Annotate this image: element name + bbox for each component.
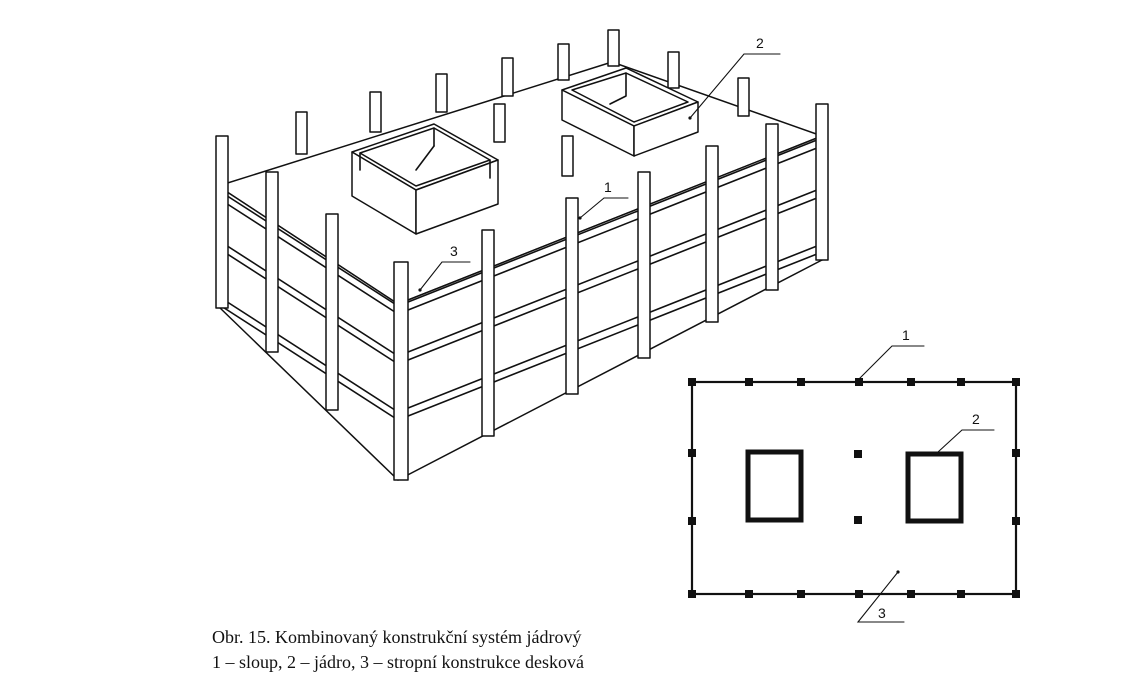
plan-column [1012, 378, 1020, 386]
callout-plan-core: 2 [937, 411, 995, 453]
leader-dot [688, 116, 692, 120]
core-side-right [415, 159, 499, 235]
leader-line [689, 53, 781, 119]
slab-edge-right-1b [397, 145, 823, 315]
callout-number: 1 [902, 327, 910, 343]
leader-dot [578, 216, 582, 220]
leader-line [579, 197, 629, 219]
slab-edge-left-3 [217, 295, 399, 413]
leader-line [937, 429, 995, 453]
core-inner-rim [571, 72, 689, 123]
plan-column [907, 590, 915, 598]
callout-number: 2 [972, 411, 980, 427]
core-side-right [633, 101, 699, 157]
leader-dot [896, 570, 900, 574]
plan-core-left [745, 449, 804, 523]
plan-column [1012, 590, 1020, 598]
plan-column [688, 449, 696, 457]
callout-number: 2 [756, 35, 764, 51]
column [215, 135, 229, 309]
plan-column [855, 590, 863, 598]
slab-edge-right-3 [397, 243, 823, 413]
column-stub [295, 111, 308, 155]
column-stub [557, 43, 570, 81]
roof-column-stubs [295, 29, 750, 177]
slab-edge-right-2b [397, 195, 823, 365]
column-stub [493, 103, 506, 143]
plan-outline [690, 380, 1018, 596]
column [637, 171, 651, 359]
slab-edge-left-3b [217, 303, 399, 421]
column [325, 213, 339, 411]
plan-columns-sides [688, 378, 1020, 598]
core-inner-edges [609, 72, 627, 105]
callout-iso-core: 2 [688, 35, 781, 120]
plan-column [745, 590, 753, 598]
callout-iso-slab: 3 [418, 243, 471, 292]
slab-edge-left-2b [217, 247, 399, 365]
slab-edge-right-3b [397, 251, 823, 421]
plan-column [957, 378, 965, 386]
plan-column [745, 378, 753, 386]
columns-left-face [215, 135, 339, 411]
plan-column [855, 378, 863, 386]
core-right [561, 67, 699, 157]
plan-column [688, 590, 696, 598]
plan-core-right [905, 451, 964, 524]
core-left [351, 123, 499, 235]
plan-columns-bottom [745, 590, 965, 598]
plan-column [907, 378, 915, 386]
plan-columns-top [745, 378, 965, 386]
plan-column [854, 450, 862, 458]
column [481, 229, 495, 437]
callout-plan-slab: 3 [856, 570, 905, 623]
plan-column [854, 516, 862, 524]
plan-column [1012, 517, 1020, 525]
plan-view: 1 2 3 [688, 327, 1020, 623]
callout-number: 3 [878, 605, 886, 621]
columns-right-face [393, 103, 829, 481]
slab-edge-left-1 [217, 189, 399, 307]
slab-edge-right-2 [397, 187, 823, 357]
figure-caption-legend: 1 – sloup, 2 – jádro, 3 – stropní konstr… [212, 652, 584, 672]
leader-dot [418, 288, 422, 292]
column-stub [561, 135, 574, 177]
plan-column [797, 590, 805, 598]
column [265, 171, 279, 353]
column-stub [501, 57, 514, 97]
figure-caption-title: Obr. 15. Kombinovaný konstrukční systém … [212, 627, 582, 647]
callout-iso-column: 1 [578, 179, 629, 220]
column [565, 197, 579, 395]
column [765, 123, 779, 291]
leader-line [857, 345, 925, 381]
slab-edge-right-1 [397, 137, 823, 307]
plan-column [957, 590, 965, 598]
column-stub [369, 91, 382, 133]
isometric-view: 1 2 3 [215, 29, 829, 481]
callout-plan-column: 1 [857, 327, 925, 381]
slab-edge-left-1b [217, 197, 399, 315]
column [815, 103, 829, 261]
plan-column [797, 378, 805, 386]
column-stub [435, 73, 448, 113]
column-stub [607, 29, 620, 67]
column-stub [737, 77, 750, 117]
plan-columns-interior [854, 450, 862, 524]
callout-number: 1 [604, 179, 612, 195]
plan-column [1012, 449, 1020, 457]
column [393, 261, 409, 481]
core-inner-floor [415, 145, 435, 171]
slab-edge-left-2 [217, 239, 399, 357]
column [705, 145, 719, 323]
callout-number: 3 [450, 243, 458, 259]
core-inner-edges [359, 127, 491, 179]
leader-line [856, 571, 905, 623]
plan-column [688, 378, 696, 386]
plan-column [688, 517, 696, 525]
leader-line [419, 261, 471, 291]
column-stub [667, 51, 680, 89]
